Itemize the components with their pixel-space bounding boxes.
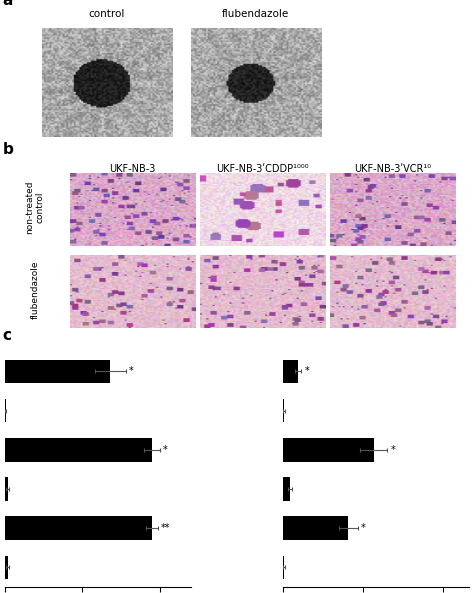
Text: UKF-NB-3ʹCDDP¹⁰⁰⁰: UKF-NB-3ʹCDDP¹⁰⁰⁰ [216,164,309,174]
Bar [5,556,8,579]
Bar [5,398,6,422]
Bar [5,517,152,540]
Bar [283,359,298,383]
Bar [5,359,110,383]
Bar [283,398,284,422]
Bar [5,438,152,461]
Text: *: * [163,445,167,455]
Text: c: c [2,328,11,343]
Text: *: * [128,366,133,377]
Text: control: control [89,9,125,18]
Text: *: * [361,523,366,533]
Bar [283,438,374,461]
Text: flubendazole: flubendazole [30,260,39,318]
Text: b: b [2,142,13,157]
Text: a: a [2,0,13,8]
Text: **: ** [161,523,171,533]
Bar [5,477,8,500]
Bar [283,517,348,540]
Text: UKF-NB-3: UKF-NB-3 [109,164,155,174]
Text: flubendazole: flubendazole [222,9,289,18]
Bar [283,556,284,579]
Text: *: * [390,445,395,455]
Text: UKF-NB-3ʹVCR¹⁰: UKF-NB-3ʹVCR¹⁰ [354,164,431,174]
Bar [283,477,290,500]
Text: *: * [305,366,310,377]
Text: non-treated
control: non-treated control [25,181,45,234]
